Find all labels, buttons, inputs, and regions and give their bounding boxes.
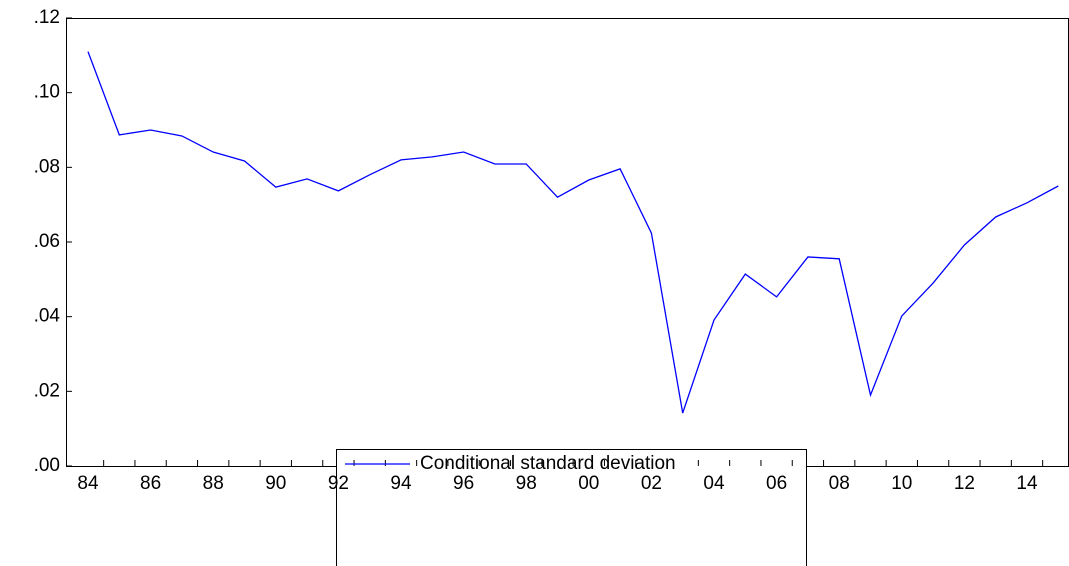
x-tick-label: 04 (703, 473, 725, 494)
x-tick-label: 96 (453, 473, 474, 494)
y-tick-label: .00 (34, 455, 60, 476)
x-tick-label: 98 (516, 473, 537, 494)
line-series (87, 51, 1059, 414)
plot-frame (66, 18, 1069, 467)
x-tick-label: 88 (203, 473, 224, 494)
y-tick-label: .06 (34, 231, 60, 252)
x-tick-label: 14 (1016, 473, 1038, 494)
x-tick-label: 08 (829, 473, 850, 494)
y-tick-label: .12 (34, 7, 60, 28)
x-tick-label: 10 (891, 473, 912, 494)
y-tick-label: .04 (34, 306, 61, 327)
x-tick-label: 92 (328, 473, 349, 494)
x-tick-label: 94 (390, 473, 412, 494)
x-tick-label: 06 (766, 473, 787, 494)
x-tick-label: 02 (641, 473, 662, 494)
x-tick-label: 84 (77, 473, 99, 494)
x-tick-label: 86 (140, 473, 161, 494)
legend-label: Conditional standard deviation (420, 453, 676, 474)
y-tick-label: .08 (34, 156, 60, 177)
x-tick-label: 90 (265, 473, 286, 494)
y-tick-label: .10 (34, 82, 60, 103)
y-tick-label: .02 (34, 380, 60, 401)
legend-box (336, 449, 807, 566)
x-tick-label: 00 (578, 473, 599, 494)
x-tick-label: 12 (954, 473, 975, 494)
